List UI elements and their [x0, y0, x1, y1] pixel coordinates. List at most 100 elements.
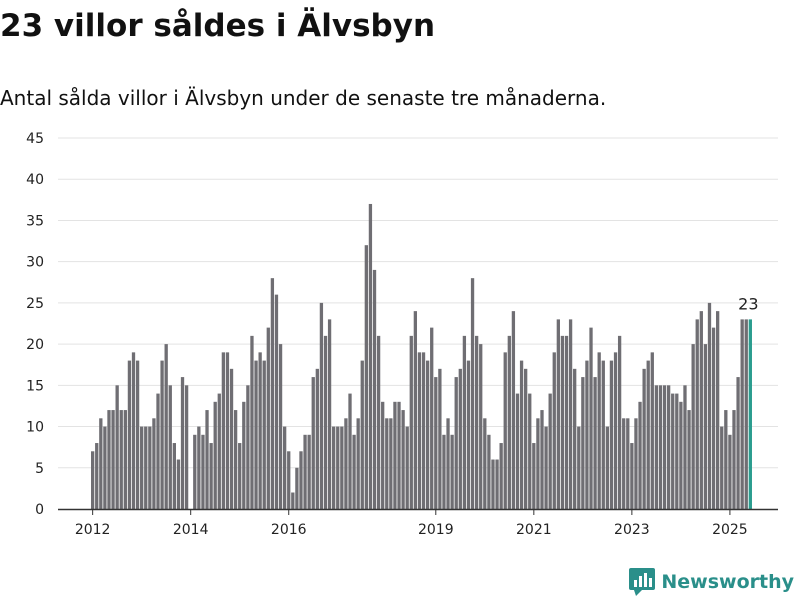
bar [711, 327, 716, 509]
bar [254, 360, 258, 509]
bar [720, 426, 724, 509]
bar [454, 377, 458, 509]
bar [442, 434, 446, 509]
bar [270, 278, 275, 509]
bar [675, 393, 679, 509]
bar [381, 401, 385, 509]
bar [622, 418, 626, 509]
bar [352, 434, 356, 509]
newsworthy-logo-icon [629, 568, 656, 596]
bar [213, 401, 217, 509]
bar [295, 467, 299, 509]
bar [184, 385, 189, 509]
bar [683, 385, 687, 509]
bar [462, 335, 467, 509]
bar [536, 418, 540, 509]
x-tick-label: 2023 [614, 522, 650, 538]
bar [679, 401, 683, 509]
x-tick-label: 2019 [418, 522, 454, 538]
brand-name: Newsworthy [661, 571, 794, 593]
bar [581, 377, 585, 509]
bar [340, 426, 344, 509]
bar [107, 410, 111, 509]
y-tick-label: 45 [26, 131, 44, 147]
bar [417, 352, 422, 509]
bar [491, 459, 495, 509]
y-tick-label: 25 [26, 296, 44, 312]
bar [479, 344, 483, 509]
bar [470, 278, 475, 509]
bar [135, 360, 140, 509]
bar [716, 311, 720, 509]
grid-lines [58, 137, 778, 469]
bar [127, 360, 132, 509]
bar [405, 426, 409, 509]
bar [560, 335, 565, 509]
bar [315, 368, 319, 509]
bar [634, 418, 638, 509]
bar [283, 426, 287, 509]
bar [140, 426, 144, 509]
bar [434, 377, 438, 509]
bar [617, 335, 622, 509]
bar [201, 434, 205, 509]
bar [568, 319, 573, 509]
bar [323, 335, 328, 509]
bar [532, 443, 536, 509]
bar [291, 492, 295, 509]
x-tick-label: 2014 [173, 522, 209, 538]
bar [446, 418, 450, 509]
bar [393, 401, 397, 509]
bar [278, 344, 283, 509]
bar [687, 410, 691, 509]
x-tick-label: 2021 [516, 522, 552, 538]
highlight-bar-label: 23 [738, 294, 758, 313]
bar [262, 360, 266, 509]
bar [458, 368, 462, 509]
bar [495, 459, 499, 509]
bars [91, 203, 752, 509]
bar [274, 294, 279, 509]
bar [233, 410, 238, 509]
x-tick-label: 2025 [712, 522, 748, 538]
bar [168, 385, 172, 509]
chart-subtitle: Antal sålda villor i Älvsbyn under de se… [0, 86, 607, 110]
bar [344, 418, 348, 509]
bar [103, 426, 107, 509]
bar [732, 410, 736, 509]
bar [119, 410, 123, 509]
y-tick-label: 20 [26, 337, 44, 353]
bar [197, 426, 201, 509]
bar [287, 451, 291, 509]
bar [662, 385, 667, 509]
bar [364, 245, 368, 509]
bar [593, 377, 597, 509]
bar [385, 418, 389, 509]
bar [638, 401, 642, 509]
bar [176, 459, 181, 509]
bar [148, 426, 152, 509]
bar [613, 352, 618, 509]
bar [556, 319, 560, 509]
bar [450, 434, 454, 509]
bar [95, 443, 99, 509]
bar [372, 269, 377, 509]
bar [246, 385, 250, 509]
bar [131, 352, 136, 509]
bar [319, 302, 324, 509]
bar [421, 352, 426, 509]
bar [577, 426, 581, 509]
bar [601, 360, 605, 509]
bar [515, 393, 520, 509]
bar [548, 393, 552, 509]
bar [180, 377, 185, 509]
bar [605, 426, 610, 509]
bar [646, 360, 650, 509]
bar [356, 418, 360, 509]
bar [152, 418, 156, 509]
bar [348, 393, 352, 509]
bar [229, 368, 234, 509]
y-tick-label: 30 [26, 255, 44, 271]
bar [164, 344, 168, 509]
